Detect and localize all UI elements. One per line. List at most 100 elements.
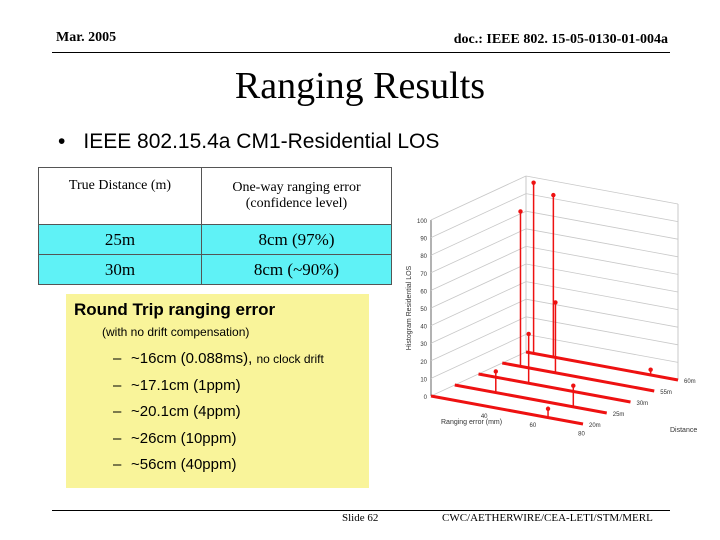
histogram-3d-chart: 0 10 20 30 40 50 60 70 80 90 100 40 60 80 20m 25m 30m 55m…: [406, 175, 697, 438]
gridline-back: [525, 298, 679, 328]
dash-bullet: –: [113, 350, 122, 367]
footer-rule: [52, 510, 670, 511]
bullet-symbol: •: [58, 130, 66, 153]
bullet-item: • IEEE 802.15.4a CM1-Residential LOS: [58, 130, 439, 154]
gridline-back: [525, 246, 679, 275]
z-tick-label: 25m: [613, 412, 625, 418]
header-doc-id: doc.: IEEE 802. 15-05-0130-01-004a: [453, 32, 668, 47]
gridline-left: [430, 210, 527, 256]
gridline-left: [430, 175, 527, 221]
list-item: – ~56cm (40ppm): [113, 456, 324, 483]
dash-bullet: –: [113, 376, 122, 394]
z-tick-label: 30m: [637, 401, 649, 407]
cell-error: 8cm (~90%): [201, 254, 392, 285]
floor-rail-30m: [478, 372, 631, 404]
z-tick-label: 60m: [684, 379, 696, 385]
stem-marker-60m: [551, 192, 556, 198]
round-trip-box: [66, 294, 369, 488]
y-tick-label: 10: [420, 377, 427, 383]
item-text: ~56cm (40ppm): [131, 456, 237, 473]
list-item: – ~26cm (10ppm): [113, 430, 324, 457]
chart-labels: 0 10 20 30 40 50 60 70 80 90 100 40 60 80 20m 25m 30m 55m…: [406, 219, 697, 438]
cell-distance: 25m: [38, 224, 202, 255]
bullet-text: IEEE 802.15.4a CM1-Residential LOS: [83, 130, 440, 153]
y-axis-title: Histogram Residential LOS: [406, 265, 413, 350]
floor-rail-55m: [501, 361, 655, 393]
gridline-left: [430, 316, 527, 362]
stem-marker-25m: [571, 383, 576, 388]
y-tick-label: 30: [420, 342, 427, 348]
z-tick-label: 55m: [660, 390, 672, 396]
z-axis-title: Distance: [670, 427, 697, 434]
y-tick-label: 60: [420, 289, 427, 295]
x-tick-label: 40: [481, 414, 488, 420]
header-true-distance: True Distance (m): [38, 167, 202, 225]
gridline-back: [525, 210, 679, 240]
list-item: – ~17.1cm (1ppm): [113, 377, 324, 404]
gridline-left: [430, 263, 527, 309]
item-text: ~20.1cm (4ppm): [131, 403, 241, 420]
item-note: no clock drift: [256, 352, 324, 366]
item-text: ~26cm (10ppm): [131, 429, 237, 447]
gridline-back: [525, 281, 679, 310]
item-text: ~16cm (0.088ms),: [131, 350, 257, 367]
gridline-left: [430, 298, 527, 344]
stem-marker-30m: [526, 331, 531, 337]
y-tick-label: 50: [420, 307, 427, 313]
header-date: Mar. 2005: [56, 30, 117, 45]
slide-title: Ranging Results: [234, 65, 486, 107]
list-item: – ~16cm (0.088ms), no clock drift: [113, 350, 324, 377]
item-text: ~17.1cm (1ppm): [131, 376, 241, 394]
gridline-back: [525, 175, 679, 205]
cell-distance: 30m: [38, 254, 202, 285]
dash-bullet: –: [113, 403, 122, 420]
y-tick-label: 0: [424, 395, 428, 401]
floor-rail-60m: [525, 350, 679, 382]
stem-marker-25m: [493, 369, 498, 374]
results-table: True Distance (m) One-way ranging error …: [38, 167, 392, 285]
table-header-row: True Distance (m) One-way ranging error …: [38, 167, 392, 225]
dash-bullet: –: [113, 429, 122, 447]
chart-stems: [493, 180, 653, 418]
stem-marker-20m: [545, 406, 551, 411]
z-tick-label: 20m: [589, 423, 601, 429]
gridline-left: [430, 228, 527, 274]
cell-error: 8cm (97%): [201, 224, 392, 255]
gridline-back: [525, 228, 679, 258]
footer-authors: CWC/AETHERWIRE/CEA-LETI/STM/MERL: [442, 512, 653, 524]
footer-slide-number: Slide 62: [342, 512, 379, 524]
stem-marker-55m: [553, 300, 558, 305]
round-trip-list: – ~16cm (0.088ms), no clock drift – ~17.1c…: [113, 350, 324, 483]
floor-rail-25m: [454, 383, 608, 415]
y-tick-label: 40: [420, 325, 427, 331]
y-tick-label: 70: [420, 272, 427, 278]
y-tick-label: 20: [420, 360, 427, 366]
x-tick-label: 80: [578, 432, 585, 438]
gridline-left: [430, 281, 527, 326]
floor-rail-20m: [430, 394, 584, 426]
table-row: 25m 8cm (97%): [38, 224, 392, 255]
header-oneway-error: One-way ranging error (confidence level): [201, 167, 392, 225]
round-trip-subtitle: (with no drift compensation): [102, 325, 250, 339]
gridline-back: [525, 263, 679, 293]
dash-bullet: –: [113, 456, 122, 473]
y-tick-label: 100: [417, 219, 428, 225]
stem-marker-60m: [531, 180, 536, 185]
gridline-back: [525, 193, 679, 222]
y-tick-label: 90: [420, 237, 427, 243]
table-row: 30m 8cm (~90%): [38, 254, 392, 285]
stem-marker-55m: [518, 209, 523, 214]
x-tick-label: 60: [529, 423, 536, 429]
gridline-left: [430, 334, 527, 379]
header-rule: [52, 52, 670, 53]
chart-floor: [430, 350, 679, 426]
gridline-left: [430, 193, 527, 238]
round-trip-title: Round Trip ranging error: [74, 300, 276, 319]
gridline-back: [525, 316, 679, 346]
gridline-left: [430, 246, 527, 291]
list-item: – ~20.1cm (4ppm): [113, 403, 324, 430]
x-axis-title: Ranging error (mm): [441, 419, 502, 426]
y-tick-label: 80: [420, 254, 427, 260]
stem-marker-60m: [648, 367, 653, 372]
gridline-back: [525, 334, 679, 363]
